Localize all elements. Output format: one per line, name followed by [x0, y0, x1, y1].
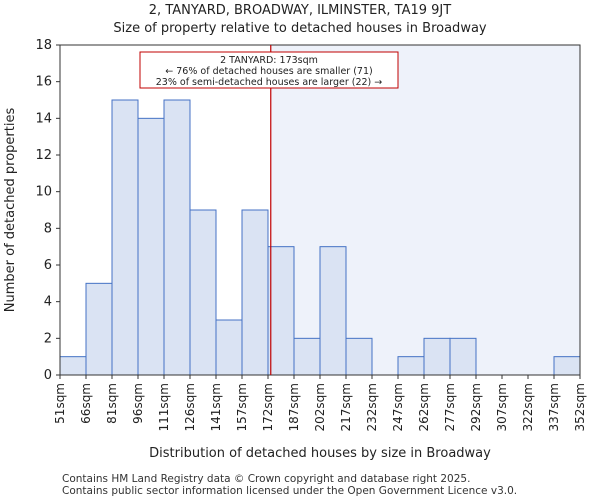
annotation-line-2: ← 76% of detached houses are smaller (71… — [165, 66, 372, 77]
x-tick-label: 307sqm — [495, 383, 509, 431]
y-tick-label: 14 — [35, 111, 52, 126]
annotation-box — [139, 51, 399, 89]
x-tick-label: 187sqm — [287, 383, 301, 431]
x-tick-label: 277sqm — [443, 383, 457, 431]
x-tick-label: 232sqm — [365, 383, 379, 431]
highlight-region — [270, 45, 580, 375]
x-tick-label: 247sqm — [391, 383, 405, 431]
bar-217sqm — [345, 337, 373, 376]
chart-title: 2, TANYARD, BROADWAY, ILMINSTER, TA19 9J… — [148, 3, 452, 18]
x-tick-label: 81sqm — [105, 383, 119, 424]
bar-96sqm — [137, 117, 165, 376]
x-tick-label: 51sqm — [53, 383, 67, 424]
footer-line-1: Contains HM Land Registry data © Crown c… — [62, 473, 471, 485]
x-tick-label: 96sqm — [131, 383, 145, 424]
y-tick-label: 2 — [44, 331, 52, 346]
bar-81sqm — [111, 99, 139, 376]
bar-337sqm — [553, 356, 581, 376]
bar-247sqm — [397, 356, 425, 376]
y-tick-label: 4 — [44, 295, 52, 310]
x-tick-label: 157sqm — [235, 383, 249, 431]
bar-111sqm — [163, 99, 191, 376]
x-tick-label: 202sqm — [313, 383, 327, 431]
y-axis-label: Number of detached properties — [3, 108, 18, 313]
y-tick-label: 8 — [44, 221, 52, 236]
x-tick-label: 66sqm — [79, 383, 93, 424]
bar-141sqm — [215, 319, 243, 376]
x-tick-label: 126sqm — [183, 383, 197, 431]
x-tick-label: 141sqm — [209, 383, 223, 431]
y-tick-label: 10 — [35, 185, 52, 200]
bar-126sqm — [189, 209, 217, 376]
x-tick-label: 337sqm — [547, 383, 561, 431]
bar-262sqm — [423, 337, 451, 376]
bar-277sqm — [449, 337, 477, 376]
annotation-line-3: 23% of semi-detached houses are larger (… — [156, 77, 383, 88]
bar-172sqm — [267, 246, 295, 376]
y-tick-label: 18 — [35, 38, 52, 53]
y-tick-label: 16 — [35, 75, 52, 90]
x-tick-label: 262sqm — [417, 383, 431, 431]
footer-line-2: Contains public sector information licen… — [62, 485, 518, 497]
bar-187sqm — [293, 337, 321, 376]
y-tick-label: 0 — [44, 368, 52, 383]
x-tick-label: 172sqm — [261, 383, 275, 431]
x-tick-label: 322sqm — [521, 383, 535, 431]
bar-202sqm — [319, 246, 347, 376]
bar-157sqm — [241, 209, 269, 376]
x-axis-label: Distribution of detached houses by size … — [149, 446, 491, 461]
y-tick-label: 12 — [35, 148, 52, 163]
annotation-line-1: 2 TANYARD: 173sqm — [220, 55, 318, 66]
bar-51sqm — [59, 356, 87, 376]
y-tick-label: 6 — [44, 258, 52, 273]
chart-subtitle: Size of property relative to detached ho… — [113, 21, 487, 36]
x-tick-label: 217sqm — [339, 383, 353, 431]
x-tick-label: 352sqm — [573, 383, 587, 431]
x-tick-label: 292sqm — [469, 383, 483, 431]
x-tick-label: 111sqm — [157, 383, 171, 431]
bar-66sqm — [85, 282, 113, 376]
